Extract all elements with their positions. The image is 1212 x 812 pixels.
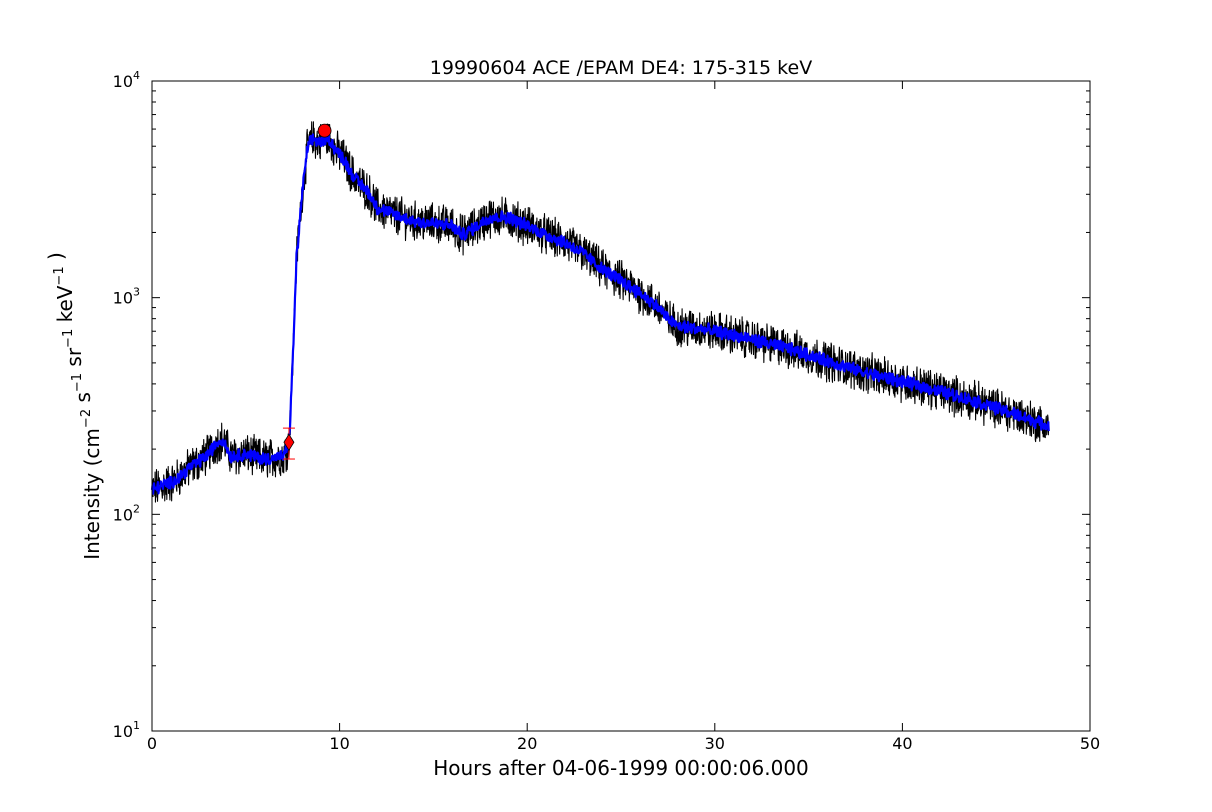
x-tick-label: 50	[1080, 734, 1100, 753]
plot-frame	[151, 80, 1091, 732]
series-line-smoothed	[150, 132, 1050, 495]
data-layer	[150, 121, 1050, 503]
marker-onset	[283, 433, 295, 452]
marker-peak	[317, 123, 332, 138]
x-tick-label: 20	[517, 734, 537, 753]
y-axis-title: Intensity (cm−2 s−1 sr−1 keV−1 )	[44, 252, 104, 560]
x-tick-label: 40	[892, 734, 912, 753]
ticks-layer: 0 10 20 30 40 50 101 102 103 104	[113, 69, 1101, 753]
x-tick-label: 0	[147, 734, 157, 753]
chart-title: 19990604 ACE /EPAM DE4: 175-315 keV	[430, 57, 812, 79]
y-tick-label: 103	[113, 286, 140, 308]
y-tick-label: 104	[113, 69, 140, 91]
x-tick-label: 30	[705, 734, 725, 753]
y-tick-label: 101	[113, 719, 140, 741]
y-axis-title-group: Intensity (cm−2 s−1 sr−1 keV−1 )	[44, 252, 104, 560]
x-axis-title: Hours after 04-06-1999 00:00:06.000	[433, 756, 809, 780]
y-tick-label: 102	[113, 502, 140, 524]
x-tick-label: 10	[329, 734, 349, 753]
